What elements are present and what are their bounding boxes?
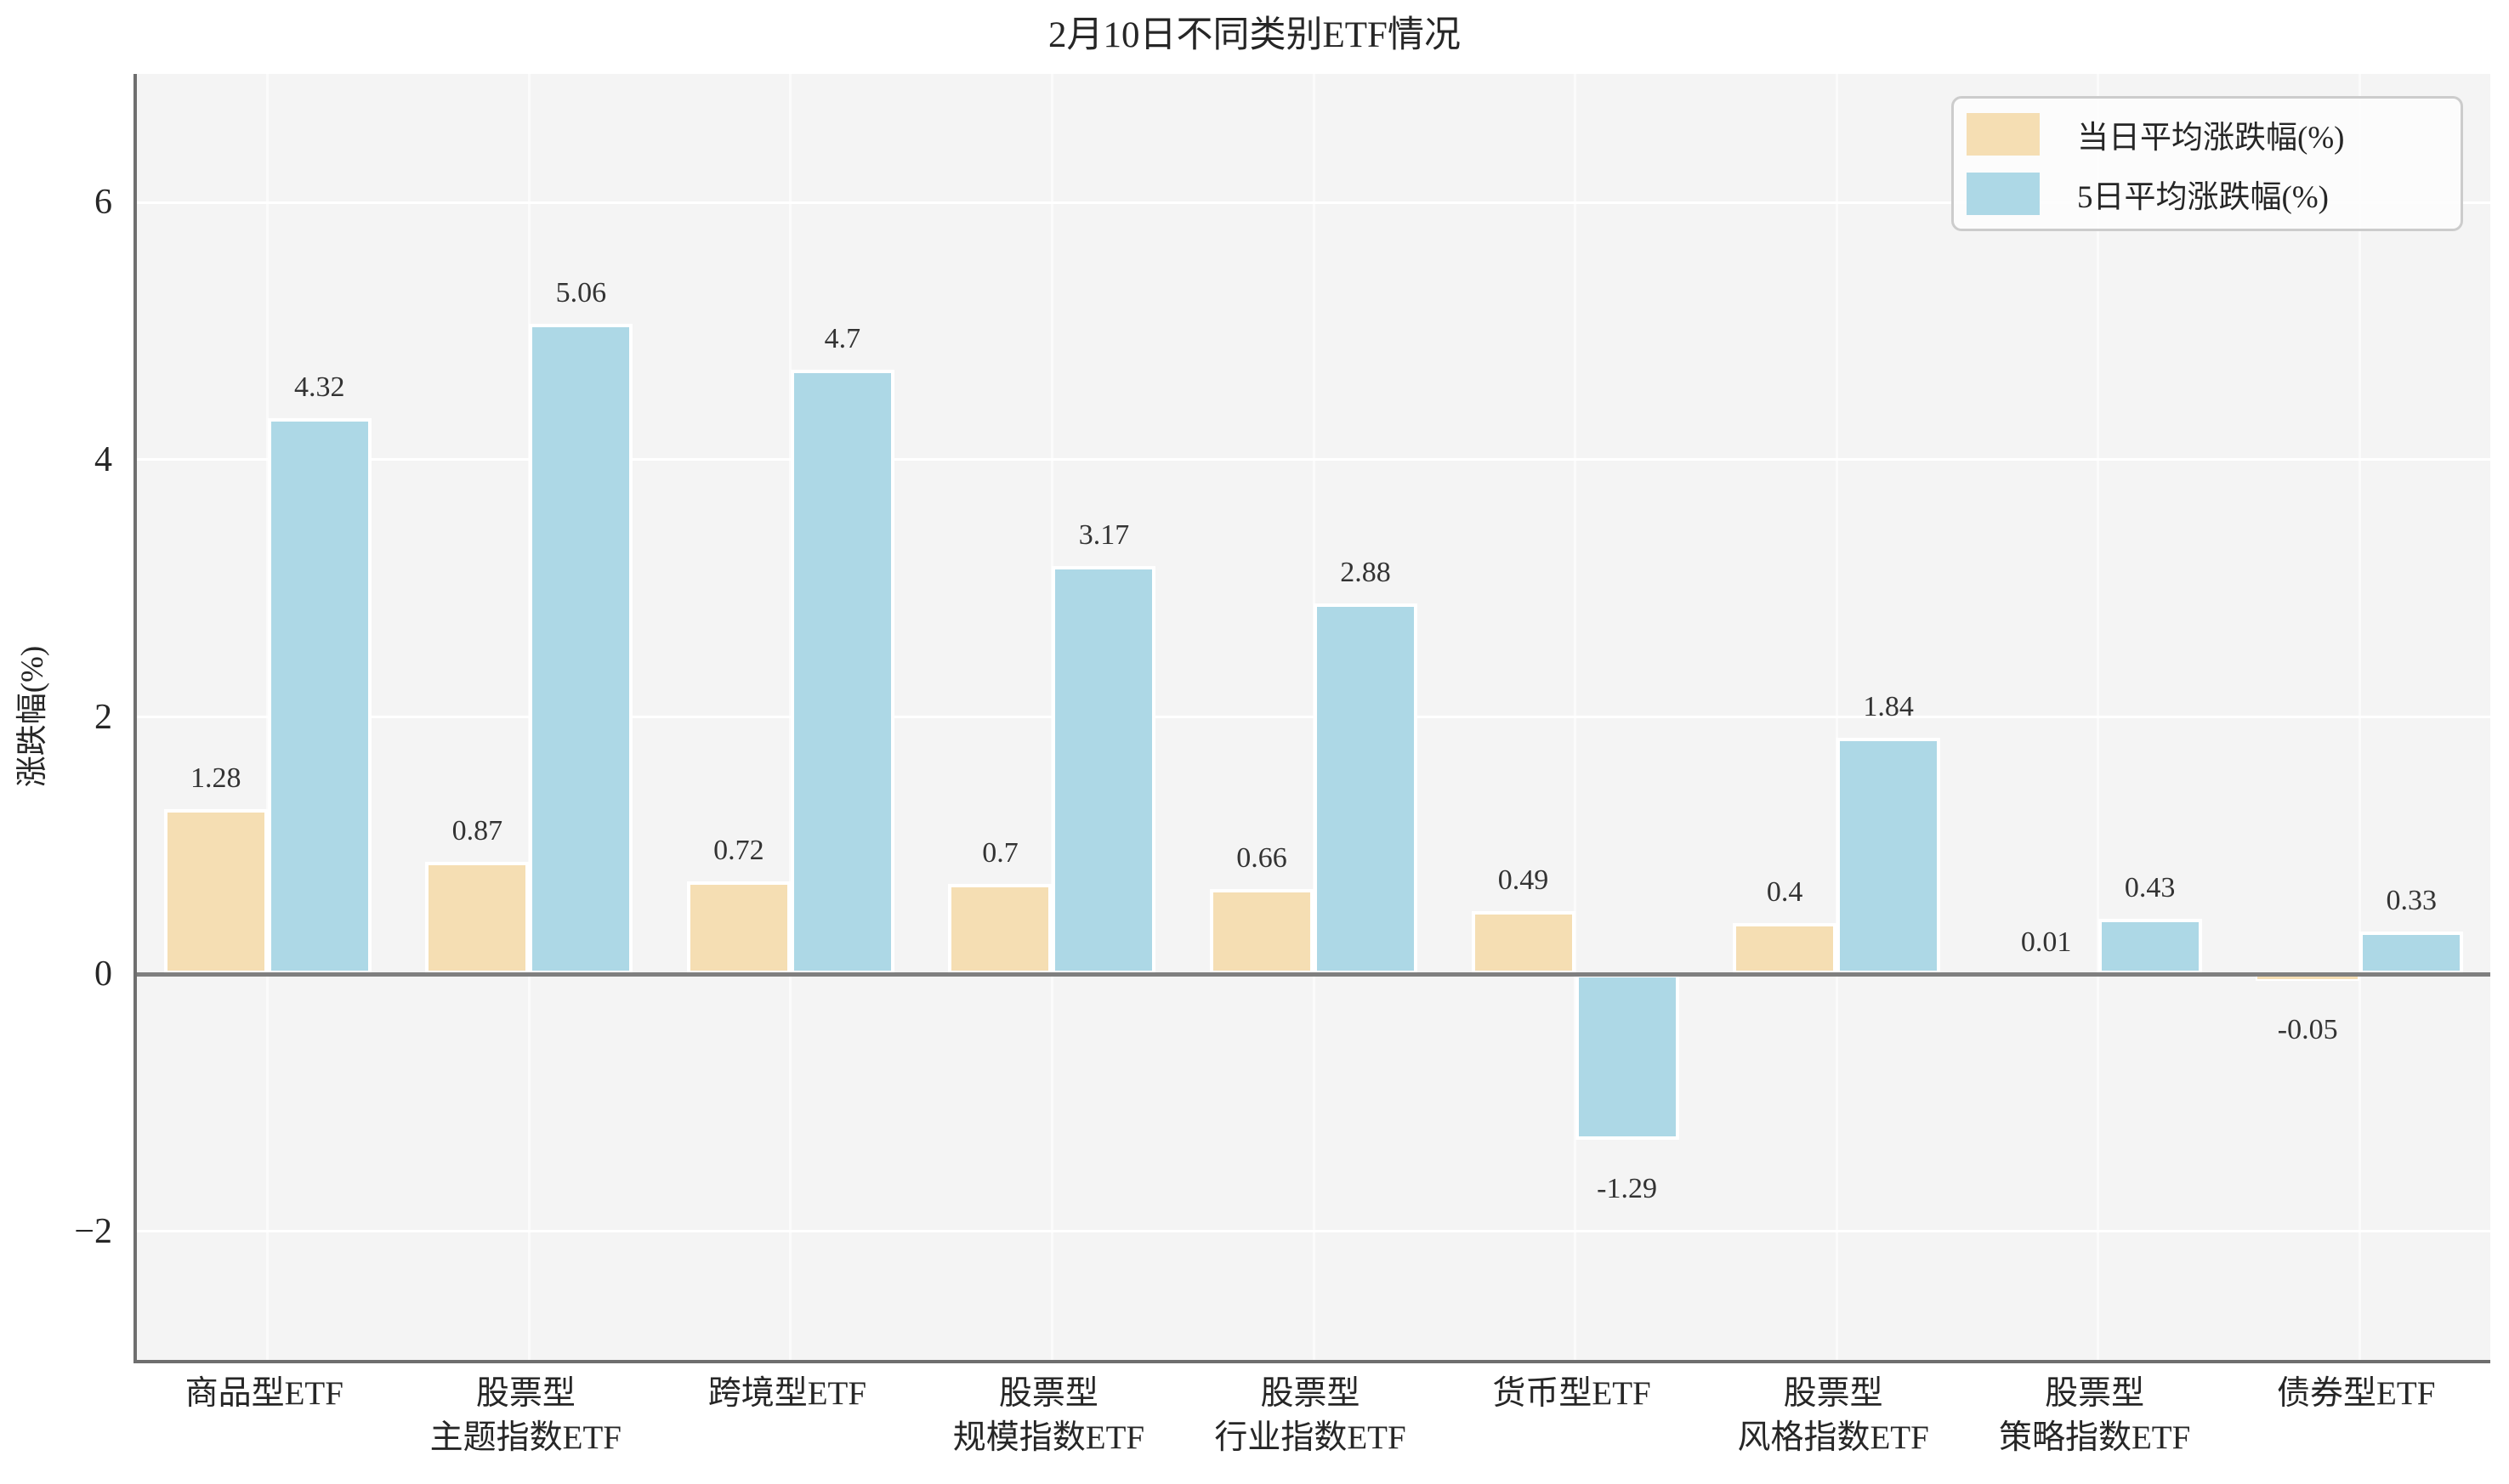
gridline-vertical xyxy=(1835,74,1838,1360)
x-tick-label: 债券型ETF xyxy=(2277,1375,2436,1412)
bar-day-6 xyxy=(1733,922,1837,975)
gridline-vertical xyxy=(2358,74,2361,1360)
value-label-day-0: 1.28 xyxy=(190,762,241,795)
bar-5day-2 xyxy=(790,369,894,975)
value-label-day-3: 0.7 xyxy=(982,837,1019,869)
gridline-vertical xyxy=(1574,74,1577,1360)
value-label-5day-3: 3.17 xyxy=(1078,519,1130,552)
bar-5day-0 xyxy=(267,418,372,975)
bar-5day-6 xyxy=(1836,737,1941,975)
gridline-vertical xyxy=(2097,74,2100,1360)
legend-item-day-avg: 当日平均涨跌幅(%) xyxy=(1967,111,2461,157)
legend-item-5day-avg: 5日平均涨跌幅(%) xyxy=(1967,171,2461,217)
value-label-5day-8: 0.33 xyxy=(2386,885,2437,917)
value-label-5day-2: 4.7 xyxy=(824,322,861,354)
x-tick-label: 股票型 规模指数ETF xyxy=(952,1375,1145,1456)
x-tick-label: 股票型 风格指数ETF xyxy=(1737,1375,1929,1456)
bar-day-1 xyxy=(425,862,530,975)
y-tick-label: 0 xyxy=(94,954,112,994)
value-label-5day-1: 5.06 xyxy=(555,276,607,309)
value-label-day-5: 0.49 xyxy=(1497,864,1549,896)
bar-day-2 xyxy=(686,881,791,975)
value-label-day-8: -0.05 xyxy=(2277,1013,2338,1045)
bar-day-5 xyxy=(1471,910,1575,975)
y-tick-label: 4 xyxy=(94,439,112,479)
legend-swatch-day-avg xyxy=(1967,112,2040,156)
x-tick-label: 货币型ETF xyxy=(1492,1375,1651,1412)
legend-swatch-5day-avg xyxy=(1967,172,2040,215)
x-tick-label: 股票型 行业指数ETF xyxy=(1214,1375,1406,1456)
x-tick-label: 跨境型ETF xyxy=(707,1375,867,1412)
bar-5day-4 xyxy=(1314,603,1417,975)
x-tick-label: 商品型ETF xyxy=(184,1375,343,1412)
x-tick-label: 股票型 策略指数ETF xyxy=(1998,1375,2191,1456)
y-tick-label: 2 xyxy=(94,697,112,737)
value-label-day-6: 0.4 xyxy=(1766,875,1803,908)
bar-day-3 xyxy=(948,884,1053,975)
bar-day-4 xyxy=(1210,889,1314,975)
chart-title: 2月10日不同类别ETF情况 xyxy=(1048,15,1461,55)
value-label-day-7: 0.01 xyxy=(2020,926,2072,958)
bar-5day-3 xyxy=(1052,566,1156,975)
value-label-5day-0: 4.32 xyxy=(294,371,345,404)
zero-axis-line xyxy=(137,971,2490,977)
legend-label-day-avg: 当日平均涨跌幅(%) xyxy=(2077,120,2345,156)
legend: 当日平均涨跌幅(%) 5日平均涨跌幅(%) xyxy=(1951,96,2463,231)
x-tick-label: 股票型 主题指数ETF xyxy=(429,1375,622,1456)
bar-5day-5 xyxy=(1575,974,1679,1141)
value-label-day-2: 0.72 xyxy=(713,835,764,867)
value-label-5day-7: 0.43 xyxy=(2124,872,2176,904)
bar-5day-1 xyxy=(529,323,633,975)
bar-day-0 xyxy=(163,809,268,975)
value-label-5day-6: 1.84 xyxy=(1863,690,1914,722)
value-label-day-4: 0.66 xyxy=(1236,842,1287,875)
value-label-5day-5: -1.29 xyxy=(1597,1173,1657,1205)
plot-area: 1.28 0.87 0.72 0.7 0.66 0.49 0.4 0.01 -0.05 4.32 5… xyxy=(133,74,2490,1363)
legend-label-5day-avg: 5日平均涨跌幅(%) xyxy=(2077,179,2329,215)
value-label-day-1: 0.87 xyxy=(451,815,503,847)
y-tick-label: −2 xyxy=(74,1211,112,1251)
value-label-5day-4: 2.88 xyxy=(1340,557,1391,589)
bar-5day-8 xyxy=(2359,932,2464,975)
y-tick-label: 6 xyxy=(94,183,112,223)
